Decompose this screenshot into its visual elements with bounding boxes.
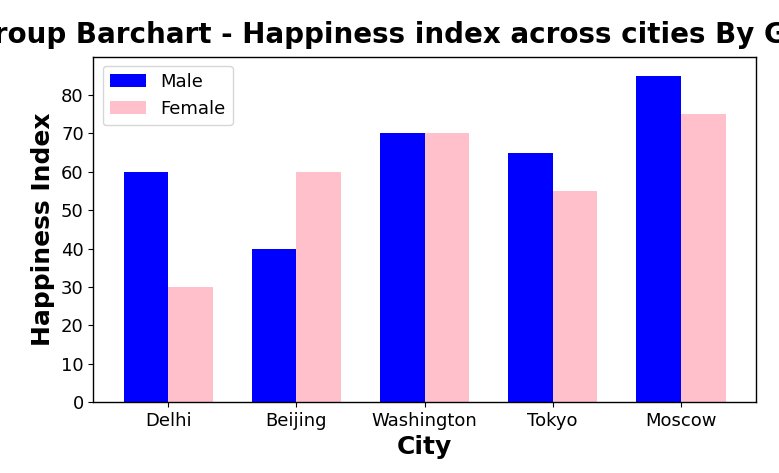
Bar [168, 287, 213, 402]
Bar [425, 133, 470, 402]
Bar [636, 76, 681, 402]
Y-axis label: Happiness Index: Happiness Index [31, 113, 55, 346]
Bar [552, 191, 597, 402]
Bar [379, 133, 425, 402]
X-axis label: City: City [397, 435, 452, 459]
Bar [252, 249, 297, 402]
Bar [681, 114, 725, 402]
Bar [124, 172, 168, 402]
Legend: Male, Female: Male, Female [103, 66, 233, 125]
Title: Group Barchart - Happiness index across cities By Gender: Group Barchart - Happiness index across … [0, 21, 779, 49]
Bar [297, 172, 341, 402]
Bar [508, 153, 552, 402]
